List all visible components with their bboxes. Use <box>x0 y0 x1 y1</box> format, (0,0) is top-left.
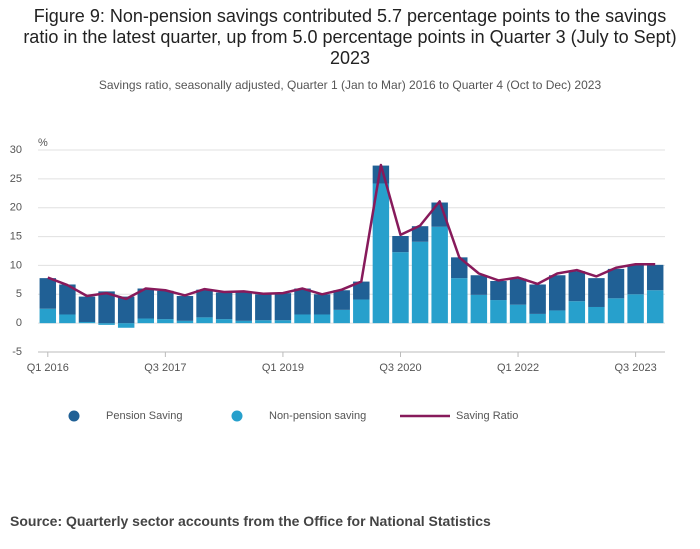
bar-segment <box>78 321 96 324</box>
bar-segment <box>588 306 605 324</box>
bar-segment <box>372 183 390 324</box>
bar-segment <box>137 318 154 324</box>
bar-segment <box>411 241 429 324</box>
bar-segment <box>117 296 135 324</box>
x-tick-label: Q1 2019 <box>262 362 304 374</box>
bar-segment <box>392 252 409 324</box>
bar-segment <box>588 278 605 307</box>
bar-segment <box>137 288 154 319</box>
bar-segment <box>235 320 252 324</box>
y-axis-label: % <box>38 137 48 149</box>
bar-segment <box>98 291 115 324</box>
bar-segment <box>294 314 311 324</box>
bar-segment <box>529 284 546 314</box>
bar-segment <box>333 290 350 310</box>
chart-subtitle: Savings ratio, seasonally adjusted, Quar… <box>98 78 602 92</box>
bar-segment <box>78 296 96 322</box>
bar-segment <box>470 294 488 324</box>
bar-segment <box>274 293 292 321</box>
bar-segment <box>549 275 566 311</box>
legend-label: Pension Saving <box>106 410 182 422</box>
bar-segment <box>353 299 370 324</box>
bar-segment <box>509 304 527 324</box>
bar-segment <box>176 320 194 324</box>
bar-segment <box>59 284 76 315</box>
y-tick-label: 20 <box>10 202 22 214</box>
bar-segment <box>255 294 272 321</box>
line-series <box>47 163 656 301</box>
bar-segment <box>235 291 252 321</box>
bar-segment <box>313 314 331 324</box>
bar-segment <box>39 278 57 309</box>
bar-segment <box>176 296 194 321</box>
x-tick-label: Q1 2016 <box>27 362 69 374</box>
bar-segment <box>568 271 586 302</box>
bar-segment <box>255 320 272 324</box>
chart-title: Figure 9: Non-pension savings contribute… <box>23 6 677 68</box>
y-tick-label: 30 <box>10 144 22 156</box>
source-note: Source: Quarterly sector accounts from t… <box>10 513 491 529</box>
bar-segment <box>451 278 468 324</box>
bar-segment <box>59 314 76 324</box>
y-tick-label: -5 <box>12 346 22 358</box>
bar-segment <box>549 310 566 324</box>
legend-label: Saving Ratio <box>456 410 518 422</box>
bar-segment <box>157 290 174 320</box>
y-tick-label: 15 <box>10 230 22 242</box>
bar-segment <box>431 202 448 227</box>
bar-segment <box>294 288 311 315</box>
legend-label: Non-pension saving <box>269 410 366 422</box>
x-tick-label: Q3 2023 <box>615 362 657 374</box>
bar-segment <box>215 292 233 320</box>
bar-segment <box>411 226 429 242</box>
bar-segment <box>196 317 213 324</box>
bar-segment <box>646 290 664 324</box>
bar-segment <box>607 268 625 299</box>
y-tick-label: 10 <box>10 259 22 271</box>
x-tick-label: Q3 2020 <box>379 362 421 374</box>
x-tick-label: Q1 2022 <box>497 362 539 374</box>
bar-segment <box>627 294 644 324</box>
legend-swatch <box>68 410 80 422</box>
bar-segment <box>215 319 233 324</box>
bar-segment <box>392 235 409 253</box>
bar-segment <box>470 275 488 295</box>
bar-segment <box>627 265 644 295</box>
bar-segment <box>353 281 370 300</box>
y-tick-label: 5 <box>16 288 22 300</box>
bar-segment <box>509 278 527 305</box>
bar-segment <box>274 320 292 324</box>
y-tick-label: 25 <box>10 173 22 185</box>
legend-swatch <box>231 410 243 422</box>
bar-segment <box>313 294 331 315</box>
bar-segment <box>451 257 468 279</box>
bar-segment <box>431 226 448 324</box>
bar-segment <box>39 308 57 324</box>
bar-segment <box>568 301 586 324</box>
bar-segment <box>333 309 350 324</box>
bar-segment <box>98 323 115 325</box>
bar-segment <box>607 298 625 324</box>
bar-segment <box>196 289 213 318</box>
bar-segment <box>117 323 135 328</box>
y-tick-label: 0 <box>16 317 22 329</box>
bar-segment <box>490 300 507 324</box>
x-tick-label: Q3 2017 <box>144 362 186 374</box>
bar-segment <box>157 319 174 324</box>
bar-segment <box>529 313 546 324</box>
bar-segment <box>646 264 664 291</box>
bar-segment <box>490 281 507 301</box>
